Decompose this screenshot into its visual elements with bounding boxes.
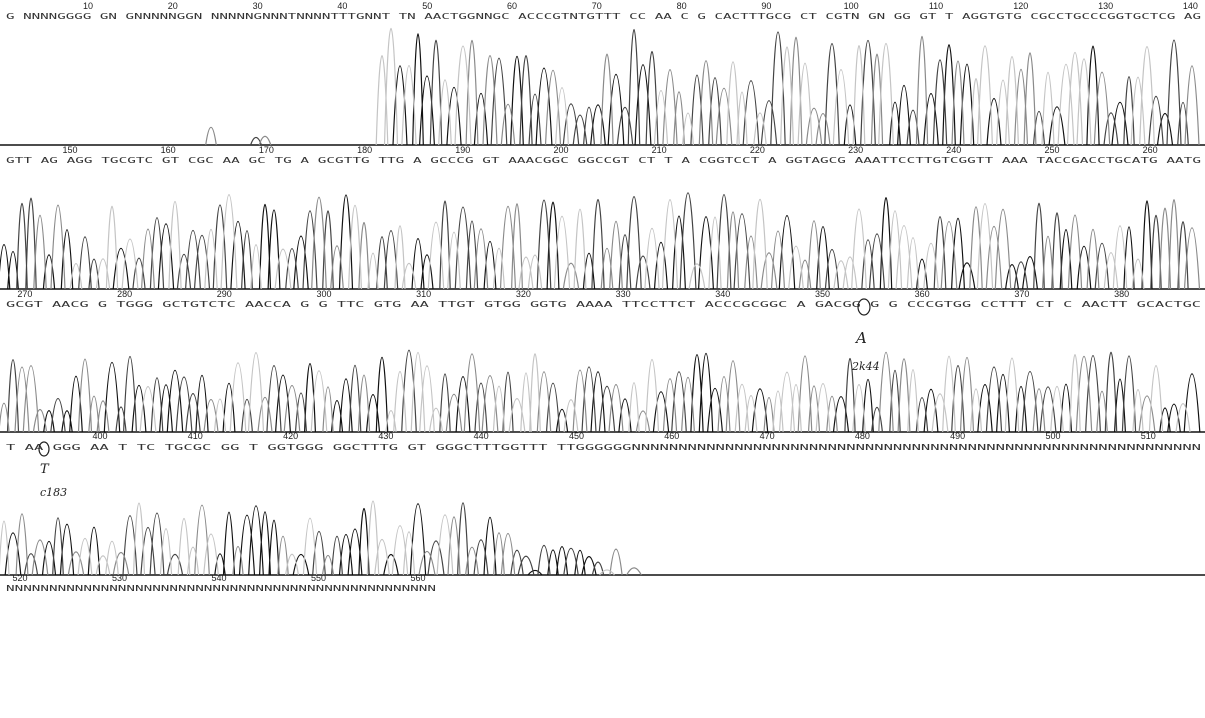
- position-number: 200: [553, 145, 568, 155]
- base-sequence: T AA GGG AA T TC TGCGC GG T GGTGGG GGCTT…: [6, 443, 1201, 452]
- position-number: 100: [844, 1, 859, 11]
- position-number: 60: [507, 1, 517, 11]
- position-number: 460: [664, 431, 679, 441]
- position-number: 440: [474, 431, 489, 441]
- base-sequence: GCGT AACG G TGGG GCTGTCTC AACCA G G TTC …: [6, 300, 1201, 309]
- position-number: 220: [750, 145, 765, 155]
- position-number: 250: [1044, 145, 1059, 155]
- position-number: 210: [652, 145, 667, 155]
- position-number: 180: [357, 145, 372, 155]
- position-number: 300: [316, 289, 331, 299]
- position-number: 140: [1183, 1, 1198, 11]
- position-number: 380: [1114, 289, 1129, 299]
- position-number: 560: [410, 573, 425, 583]
- position-number: 90: [761, 1, 771, 11]
- position-number: 430: [378, 431, 393, 441]
- position-number: 310: [416, 289, 431, 299]
- position-number: 490: [950, 431, 965, 441]
- position-number: 280: [117, 289, 132, 299]
- position-number: 520: [12, 573, 27, 583]
- handwritten-note: T: [40, 462, 50, 477]
- position-number: 230: [848, 145, 863, 155]
- position-number: 120: [1013, 1, 1028, 11]
- position-number: 190: [455, 145, 470, 155]
- position-number: 150: [62, 145, 77, 155]
- base-sequence: GTT AG AGG TGCGTC GT CGC AA GC TG A GCGT…: [6, 156, 1201, 165]
- position-number: 540: [211, 573, 226, 583]
- position-number: 10: [83, 1, 93, 11]
- handwritten-note: A: [854, 329, 867, 347]
- handwritten-note: c183: [40, 486, 67, 499]
- base-sequence: G NNNNGGGG GN GNNNNNGGN NNNNNGNNNTNNNNTT…: [6, 12, 1201, 21]
- position-number: 510: [1141, 431, 1156, 441]
- position-number: 110: [929, 1, 943, 11]
- handwritten-note: 2k44: [851, 360, 880, 373]
- position-number: 350: [815, 289, 830, 299]
- position-number: 160: [161, 145, 176, 155]
- position-number: 270: [17, 289, 32, 299]
- position-number: 170: [259, 145, 274, 155]
- position-number: 50: [422, 1, 432, 11]
- position-number: 80: [677, 1, 687, 11]
- position-number: 290: [217, 289, 232, 299]
- position-number: 20: [168, 1, 178, 11]
- position-number: 340: [715, 289, 730, 299]
- chromatogram-page: 10 20 30 40 50 60 70 80 90 100 110 120 130 140G NNNNG…: [0, 0, 1205, 718]
- position-number: 240: [946, 145, 961, 155]
- position-number: 40: [337, 1, 347, 11]
- position-number: 500: [1045, 431, 1060, 441]
- position-number: 420: [283, 431, 298, 441]
- position-number: 450: [569, 431, 584, 441]
- position-number: 480: [855, 431, 870, 441]
- position-number: 30: [253, 1, 263, 11]
- position-number: 410: [188, 431, 203, 441]
- position-number: 260: [1143, 145, 1158, 155]
- position-number: 470: [760, 431, 775, 441]
- position-number: 370: [1014, 289, 1029, 299]
- position-number: 550: [311, 573, 326, 583]
- position-number: 330: [616, 289, 631, 299]
- position-number: 530: [112, 573, 127, 583]
- position-number: 360: [915, 289, 930, 299]
- position-number: 320: [516, 289, 531, 299]
- position-number: 70: [592, 1, 602, 11]
- base-sequence: NNNNNNNNNNNNNNNNNNNNNNNNNNNNNNNNNNNNNNNN…: [6, 584, 436, 593]
- position-number: 130: [1098, 1, 1113, 11]
- position-number: 400: [92, 431, 107, 441]
